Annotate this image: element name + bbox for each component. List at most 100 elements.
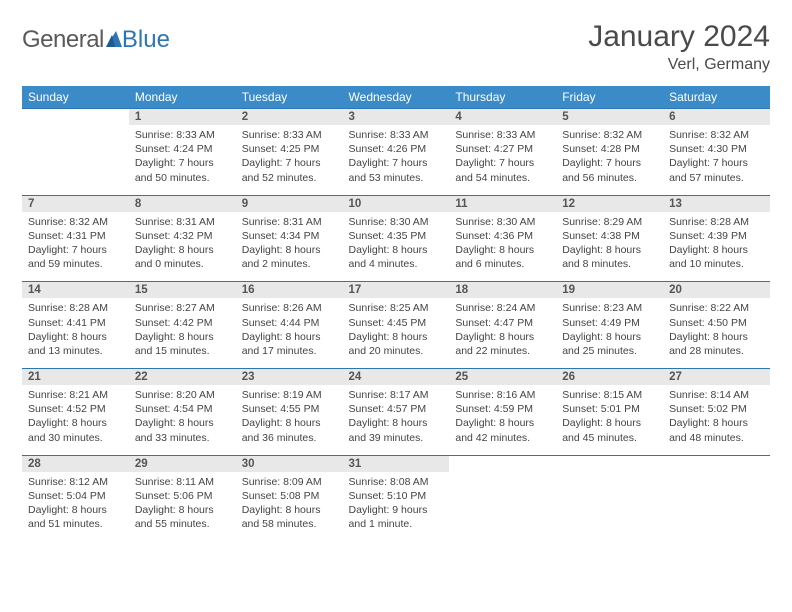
sunrise-text: Sunrise: 8:32 AM [28, 215, 123, 229]
day-number-cell: 30 [236, 455, 343, 472]
day2-text: and 30 minutes. [28, 431, 123, 445]
day-cell: Sunrise: 8:33 AMSunset: 4:27 PMDaylight:… [449, 125, 556, 195]
day1-text: Daylight: 8 hours [455, 243, 550, 257]
sunset-text: Sunset: 4:28 PM [562, 142, 657, 156]
day-content: Sunrise: 8:14 AMSunset: 5:02 PMDaylight:… [663, 385, 770, 451]
sunset-text: Sunset: 4:42 PM [135, 316, 230, 330]
day-content: Sunrise: 8:32 AMSunset: 4:31 PMDaylight:… [22, 212, 129, 278]
day-content: Sunrise: 8:30 AMSunset: 4:36 PMDaylight:… [449, 212, 556, 278]
day1-text: Daylight: 7 hours [242, 156, 337, 170]
day-content: Sunrise: 8:19 AMSunset: 4:55 PMDaylight:… [236, 385, 343, 451]
day2-text: and 58 minutes. [242, 517, 337, 531]
day2-text: and 1 minute. [349, 517, 444, 531]
day-cell: Sunrise: 8:29 AMSunset: 4:38 PMDaylight:… [556, 212, 663, 282]
day-number-cell: 5 [556, 109, 663, 126]
sunset-text: Sunset: 4:54 PM [135, 402, 230, 416]
day1-text: Daylight: 7 hours [562, 156, 657, 170]
sunset-text: Sunset: 5:02 PM [669, 402, 764, 416]
day-number-cell: 11 [449, 195, 556, 212]
day1-text: Daylight: 7 hours [28, 243, 123, 257]
day-number-cell [22, 109, 129, 126]
sunrise-text: Sunrise: 8:22 AM [669, 301, 764, 315]
day-number-cell: 26 [556, 369, 663, 386]
day1-text: Daylight: 8 hours [455, 330, 550, 344]
title-block: January 2024 Verl, Germany [588, 20, 770, 74]
day-content: Sunrise: 8:29 AMSunset: 4:38 PMDaylight:… [556, 212, 663, 278]
day-content: Sunrise: 8:32 AMSunset: 4:28 PMDaylight:… [556, 125, 663, 191]
sunset-text: Sunset: 5:01 PM [562, 402, 657, 416]
day-cell: Sunrise: 8:33 AMSunset: 4:25 PMDaylight:… [236, 125, 343, 195]
day2-text: and 22 minutes. [455, 344, 550, 358]
day-content: Sunrise: 8:28 AMSunset: 4:39 PMDaylight:… [663, 212, 770, 278]
day-content: Sunrise: 8:33 AMSunset: 4:26 PMDaylight:… [343, 125, 450, 191]
day-number-cell: 15 [129, 282, 236, 299]
sunset-text: Sunset: 4:57 PM [349, 402, 444, 416]
sunrise-text: Sunrise: 8:30 AM [349, 215, 444, 229]
day-cell: Sunrise: 8:17 AMSunset: 4:57 PMDaylight:… [343, 385, 450, 455]
day-cell [22, 125, 129, 195]
sunset-text: Sunset: 4:26 PM [349, 142, 444, 156]
location: Verl, Germany [588, 56, 770, 74]
day2-text: and 15 minutes. [135, 344, 230, 358]
day-number-cell: 27 [663, 369, 770, 386]
day-content: Sunrise: 8:08 AMSunset: 5:10 PMDaylight:… [343, 472, 450, 538]
day1-text: Daylight: 8 hours [135, 243, 230, 257]
day-number-cell [556, 455, 663, 472]
sunrise-text: Sunrise: 8:23 AM [562, 301, 657, 315]
day-cell: Sunrise: 8:25 AMSunset: 4:45 PMDaylight:… [343, 298, 450, 368]
sunset-text: Sunset: 5:10 PM [349, 489, 444, 503]
sunrise-text: Sunrise: 8:09 AM [242, 475, 337, 489]
day1-text: Daylight: 8 hours [242, 243, 337, 257]
day-content: Sunrise: 8:21 AMSunset: 4:52 PMDaylight:… [22, 385, 129, 451]
day-content: Sunrise: 8:33 AMSunset: 4:27 PMDaylight:… [449, 125, 556, 191]
sunrise-text: Sunrise: 8:14 AM [669, 388, 764, 402]
day-number-cell: 28 [22, 455, 129, 472]
day2-text: and 53 minutes. [349, 171, 444, 185]
sunset-text: Sunset: 4:39 PM [669, 229, 764, 243]
sunrise-text: Sunrise: 8:28 AM [669, 215, 764, 229]
day-number-cell: 1 [129, 109, 236, 126]
day-number-cell: 3 [343, 109, 450, 126]
sunrise-text: Sunrise: 8:21 AM [28, 388, 123, 402]
day2-text: and 55 minutes. [135, 517, 230, 531]
day-number-cell: 23 [236, 369, 343, 386]
day-cell: Sunrise: 8:22 AMSunset: 4:50 PMDaylight:… [663, 298, 770, 368]
day-number-cell: 19 [556, 282, 663, 299]
sunrise-text: Sunrise: 8:08 AM [349, 475, 444, 489]
day1-text: Daylight: 8 hours [242, 503, 337, 517]
day2-text: and 20 minutes. [349, 344, 444, 358]
day-number-cell: 9 [236, 195, 343, 212]
day-content: Sunrise: 8:32 AMSunset: 4:30 PMDaylight:… [663, 125, 770, 191]
day-content: Sunrise: 8:16 AMSunset: 4:59 PMDaylight:… [449, 385, 556, 451]
sunrise-text: Sunrise: 8:29 AM [562, 215, 657, 229]
day-content: Sunrise: 8:27 AMSunset: 4:42 PMDaylight:… [129, 298, 236, 364]
day-number-cell: 14 [22, 282, 129, 299]
day-number-cell: 24 [343, 369, 450, 386]
day-number-cell: 13 [663, 195, 770, 212]
day-number-cell: 31 [343, 455, 450, 472]
day-content-row: Sunrise: 8:21 AMSunset: 4:52 PMDaylight:… [22, 385, 770, 455]
day-cell: Sunrise: 8:09 AMSunset: 5:08 PMDaylight:… [236, 472, 343, 542]
day2-text: and 54 minutes. [455, 171, 550, 185]
day-number-row: 14151617181920 [22, 282, 770, 299]
day-content: Sunrise: 8:25 AMSunset: 4:45 PMDaylight:… [343, 298, 450, 364]
logo-text-blue: Blue [122, 26, 170, 54]
logo-sail-icon [104, 29, 124, 54]
sunset-text: Sunset: 4:52 PM [28, 402, 123, 416]
sunset-text: Sunset: 4:36 PM [455, 229, 550, 243]
day-cell: Sunrise: 8:28 AMSunset: 4:39 PMDaylight:… [663, 212, 770, 282]
day-cell: Sunrise: 8:33 AMSunset: 4:24 PMDaylight:… [129, 125, 236, 195]
day-number-row: 78910111213 [22, 195, 770, 212]
day2-text: and 4 minutes. [349, 257, 444, 271]
day-cell: Sunrise: 8:32 AMSunset: 4:30 PMDaylight:… [663, 125, 770, 195]
sunset-text: Sunset: 4:25 PM [242, 142, 337, 156]
day2-text: and 39 minutes. [349, 431, 444, 445]
day-cell: Sunrise: 8:12 AMSunset: 5:04 PMDaylight:… [22, 472, 129, 542]
sunrise-text: Sunrise: 8:24 AM [455, 301, 550, 315]
day2-text: and 42 minutes. [455, 431, 550, 445]
day2-text: and 48 minutes. [669, 431, 764, 445]
month-title: January 2024 [588, 20, 770, 54]
day-content-row: Sunrise: 8:32 AMSunset: 4:31 PMDaylight:… [22, 212, 770, 282]
sunset-text: Sunset: 4:49 PM [562, 316, 657, 330]
day-number-cell: 21 [22, 369, 129, 386]
